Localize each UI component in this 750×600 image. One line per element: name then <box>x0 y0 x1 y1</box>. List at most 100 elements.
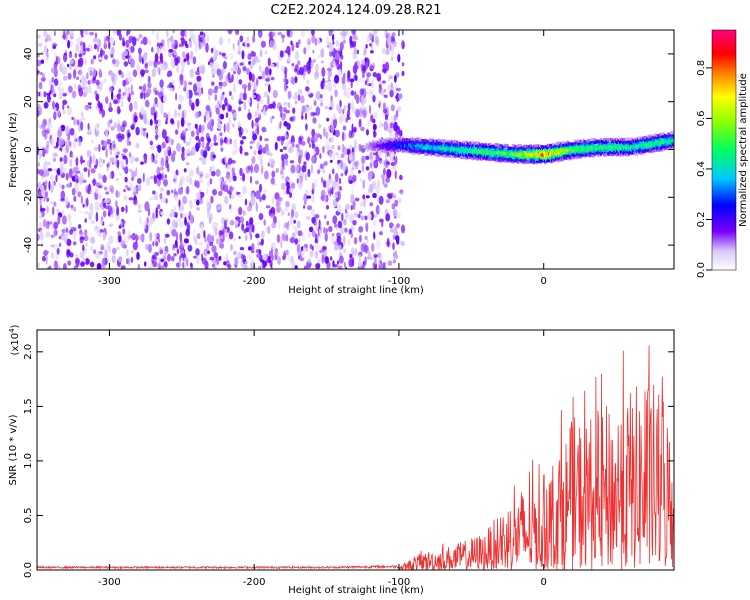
noise-dot <box>326 67 332 72</box>
noise-dot <box>128 197 134 201</box>
track-cell <box>672 132 674 136</box>
noise-dot <box>384 208 388 215</box>
noise-dot <box>379 260 382 264</box>
noise-dot <box>78 210 83 214</box>
noise-dot <box>156 66 160 72</box>
noise-dot <box>102 231 106 241</box>
noise-dot <box>328 106 333 110</box>
noise-dot <box>69 128 75 136</box>
noise-dot <box>281 37 285 43</box>
noise-dot <box>387 193 393 200</box>
noise-dot <box>203 115 206 124</box>
noise-dot <box>352 174 357 183</box>
noise-dot <box>249 217 254 226</box>
noise-dot <box>94 201 100 211</box>
noise-dot <box>143 220 147 230</box>
noise-dot <box>238 106 242 112</box>
track-cell <box>631 148 634 152</box>
noise-dot <box>160 196 167 204</box>
noise-dot <box>227 236 230 243</box>
noise-dot <box>392 259 396 264</box>
noise-dot <box>370 171 374 178</box>
noise-dot <box>110 126 115 131</box>
noise-dot <box>270 177 275 185</box>
noise-dot <box>361 65 367 74</box>
noise-dot <box>209 178 213 185</box>
noise-dot <box>390 50 395 57</box>
noise-dot <box>42 174 46 178</box>
colorbar-label: Normalized spectral amplitude <box>738 73 749 227</box>
noise-dot <box>201 64 205 75</box>
track-cell <box>622 154 625 158</box>
snr-ytick-label: 0.0 <box>23 562 34 578</box>
noise-dot <box>130 256 134 263</box>
noise-dot <box>78 87 84 97</box>
noise-dot <box>98 68 102 78</box>
noise-dot <box>351 186 354 195</box>
noise-dot <box>198 40 202 51</box>
noise-dot <box>61 184 65 190</box>
noise-dot <box>154 128 160 133</box>
noise-dot <box>122 40 126 47</box>
noise-dot <box>93 37 98 43</box>
noise-dot <box>392 251 396 257</box>
noise-dot <box>398 130 402 137</box>
noise-dot <box>93 249 97 255</box>
colorbar-tick-label: 0.4 <box>696 161 707 177</box>
noise-dot <box>210 195 214 204</box>
noise-dot <box>320 48 325 58</box>
noise-dot <box>176 248 180 255</box>
noise-dot <box>308 226 314 233</box>
track-cell <box>658 135 661 139</box>
noise-dot <box>56 169 61 174</box>
track-cell <box>517 151 520 155</box>
noise-dot <box>39 212 43 218</box>
noise-dot <box>183 257 187 268</box>
noise-dot <box>74 173 78 181</box>
noise-dot <box>124 176 128 183</box>
track-cell <box>517 147 520 151</box>
noise-dot <box>105 191 110 195</box>
noise-dot <box>71 116 74 120</box>
noise-dot <box>178 104 182 110</box>
noise-dot <box>175 194 179 201</box>
noise-dot <box>202 36 206 47</box>
noise-dot <box>201 253 204 262</box>
track-cell <box>592 148 595 152</box>
noise-dot <box>55 174 58 183</box>
noise-dot <box>62 263 67 269</box>
snr-ylabel: SNR (10 * v/v) <box>8 414 19 485</box>
noise-dot <box>290 40 293 46</box>
noise-dot <box>218 81 223 86</box>
noise-dot <box>362 194 366 200</box>
noise-dot <box>165 120 168 125</box>
noise-dot <box>113 122 118 129</box>
noise-dot <box>394 199 399 207</box>
noise-dot <box>108 223 114 227</box>
noise-dot <box>224 231 228 238</box>
noise-dot <box>373 159 379 169</box>
noise-dot <box>94 187 98 194</box>
noise-dot <box>109 119 113 124</box>
noise-dot <box>364 57 367 63</box>
noise-dot <box>264 138 269 142</box>
noise-dot <box>100 218 104 226</box>
noise-dot <box>327 70 333 78</box>
noise-dot <box>178 180 183 190</box>
noise-dot <box>64 125 70 134</box>
noise-dot <box>311 216 316 224</box>
noise-dot <box>371 243 375 252</box>
noise-dot <box>339 186 342 191</box>
noise-dot <box>226 122 230 133</box>
noise-dot <box>390 115 395 120</box>
noise-dot <box>80 121 84 131</box>
noise-dot <box>202 150 208 159</box>
noise-dot <box>133 115 138 123</box>
noise-dot <box>335 152 339 156</box>
noise-dot <box>318 219 321 229</box>
noise-dot <box>87 84 92 94</box>
noise-dot <box>143 155 148 164</box>
noise-dot <box>83 104 87 110</box>
noise-dot <box>203 249 208 259</box>
